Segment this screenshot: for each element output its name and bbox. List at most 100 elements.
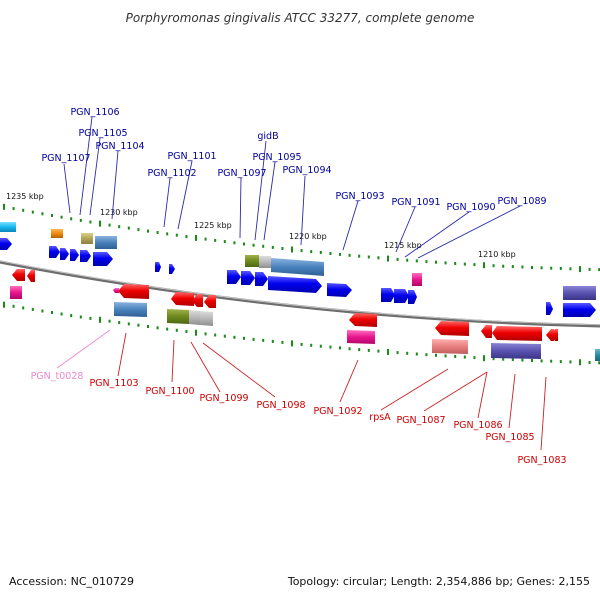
- gene-label-PGN_1085[interactable]: PGN_1085: [485, 432, 534, 443]
- gene-forward-cyan[interactable]: [0, 222, 16, 232]
- scale-tick-minor: [223, 240, 226, 244]
- gene-forward-steel[interactable]: [95, 236, 117, 249]
- gene-forward-arrow[interactable]: [0, 238, 12, 250]
- gene-label-PGN_1106[interactable]: PGN_1106: [70, 107, 119, 118]
- gene-forward-grey[interactable]: [259, 256, 271, 268]
- gene-reverse-steel[interactable]: [114, 302, 147, 317]
- gene-forward-arrow[interactable]: [80, 250, 91, 262]
- scale-tick-minor: [108, 223, 111, 227]
- gene-reverse-pink[interactable]: [347, 330, 375, 344]
- gene-reverse-small[interactable]: [546, 329, 554, 341]
- gene-reverse-teal[interactable]: [595, 349, 600, 361]
- gene-reverse-arrow[interactable]: [481, 325, 492, 338]
- gene-label-PGN_1104[interactable]: PGN_1104: [95, 141, 144, 152]
- gene-forward-khaki[interactable]: [81, 233, 93, 244]
- scale-tick-minor: [454, 262, 457, 265]
- leader-PGN_1098: [202, 342, 276, 398]
- gene-forward-olive[interactable]: [245, 255, 259, 267]
- gene-forward-small[interactable]: [546, 302, 553, 315]
- gene-label-PGN_1099[interactable]: PGN_1099: [199, 393, 248, 404]
- gene-reverse-arrow[interactable]: [492, 326, 542, 341]
- scale-tick-minor: [540, 359, 543, 363]
- gene-forward-arrow[interactable]: [563, 303, 596, 317]
- gene-reverse-arrow[interactable]: [192, 294, 203, 307]
- gene-forward-arrow[interactable]: [49, 246, 60, 258]
- gene-reverse-arrow[interactable]: [171, 292, 194, 306]
- gene-label-PGN_1083[interactable]: PGN_1083: [517, 455, 566, 466]
- scale-label-1210: 1210 kbp: [478, 250, 516, 259]
- gene-forward-steel[interactable]: [271, 258, 324, 276]
- gene-forward-arrow[interactable]: [70, 249, 79, 261]
- gene-reverse-arrow[interactable]: [435, 321, 469, 336]
- gene-label-PGN_1107[interactable]: PGN_1107: [41, 153, 90, 164]
- gene-label-PGN_1105[interactable]: PGN_1105: [78, 128, 127, 139]
- gene-label-PGN_1100[interactable]: PGN_1100: [145, 386, 194, 397]
- scale-tick-major: [387, 348, 389, 355]
- scale-tick-minor: [166, 327, 169, 331]
- gene-label-PGN_1086[interactable]: PGN_1086: [453, 420, 502, 431]
- gene-reverse-salmon[interactable]: [432, 339, 468, 354]
- gene-forward-purple[interactable]: [563, 286, 596, 300]
- gene-label-PGN_1102[interactable]: PGN_1102: [147, 168, 196, 179]
- gene-label-PGN_1091[interactable]: PGN_1091: [391, 197, 440, 208]
- scale-tick-minor: [214, 238, 217, 242]
- gene-label-PGN_1094[interactable]: PGN_1094: [282, 165, 331, 176]
- gene-label-PGN_1097[interactable]: PGN_1097: [217, 168, 266, 179]
- gene-reverse-small[interactable]: [551, 329, 558, 341]
- gene-forward-small[interactable]: [169, 264, 175, 274]
- gene-reverse-arrow[interactable]: [118, 284, 149, 299]
- scale-tick-minor: [271, 245, 274, 249]
- scale-tick-minor: [502, 264, 505, 268]
- gene-forward-arrow[interactable]: [268, 276, 322, 293]
- gene-reverse-olive[interactable]: [167, 309, 189, 324]
- gene-forward-arrow[interactable]: [93, 252, 113, 266]
- forward-gene-labels: PGN_1106 PGN_1105 PGN_1104 PGN_1107 PGN_…: [41, 107, 546, 213]
- gene-label-gidB[interactable]: gidB: [257, 131, 278, 142]
- scale-tick-minor: [406, 258, 409, 262]
- gene-reverse-small[interactable]: [27, 270, 35, 282]
- gene-reverse-pink[interactable]: [10, 286, 22, 299]
- scale-tick-major: [291, 340, 293, 347]
- gene-forward-arrow[interactable]: [408, 290, 417, 304]
- gene-reverse-trna[interactable]: [113, 288, 119, 293]
- scale-tick-major: [195, 329, 197, 336]
- scale-tick-minor: [147, 325, 149, 328]
- gene-label-PGN_1087[interactable]: PGN_1087: [396, 415, 445, 426]
- gene-label-PGN_1101[interactable]: PGN_1101: [167, 151, 216, 162]
- gene-label-PGN_1098[interactable]: PGN_1098: [256, 400, 305, 411]
- scale-tick-minor: [147, 229, 149, 233]
- gene-forward-small[interactable]: [155, 262, 161, 272]
- gene-reverse-arrow[interactable]: [12, 269, 25, 281]
- gene-forward-arrow[interactable]: [394, 289, 409, 303]
- gene-label-PGN_1092[interactable]: PGN_1092: [313, 406, 362, 417]
- gene-label-rpsA[interactable]: rpsA: [369, 412, 391, 423]
- gene-forward-pink[interactable]: [412, 273, 422, 286]
- scale-tick-minor: [41, 309, 44, 313]
- gene-forward-orange[interactable]: [51, 229, 63, 238]
- gene-label-PGN_1103[interactable]: PGN_1103: [89, 378, 138, 389]
- scale-tick-minor: [377, 349, 380, 353]
- gene-forward-arrow[interactable]: [381, 288, 395, 302]
- gene-label-PGN_t0028[interactable]: PGN_t0028: [31, 371, 84, 382]
- gene-forward-arrow[interactable]: [255, 272, 268, 286]
- gene-reverse-arrow[interactable]: [349, 313, 377, 327]
- scale-tick-minor: [319, 344, 322, 348]
- scale-tick-minor: [348, 253, 351, 257]
- gene-label-PGN_1090[interactable]: PGN_1090: [446, 202, 495, 213]
- scale-tick-minor: [444, 354, 447, 358]
- gene-forward-arrow[interactable]: [327, 283, 352, 297]
- leader-PGN_t0028: [56, 329, 111, 369]
- scale-tick-minor: [118, 321, 121, 325]
- gene-reverse-purple[interactable]: [491, 343, 541, 359]
- gene-label-PGN_1089[interactable]: PGN_1089: [497, 196, 546, 207]
- leader-PGN_1105: [89, 137, 101, 216]
- gene-forward-arrow[interactable]: [227, 270, 241, 284]
- gene-label-PGN_1095[interactable]: PGN_1095: [252, 152, 301, 163]
- scale-tick-minor: [262, 338, 265, 342]
- gene-reverse-arrow[interactable]: [204, 295, 216, 308]
- gene-label-PGN_1093[interactable]: PGN_1093: [335, 191, 384, 202]
- gene-reverse-grey[interactable]: [200, 311, 213, 326]
- gene-forward-arrow[interactable]: [60, 248, 69, 260]
- gene-forward-arrow[interactable]: [241, 271, 255, 285]
- gene-reverse-grey[interactable]: [189, 310, 200, 325]
